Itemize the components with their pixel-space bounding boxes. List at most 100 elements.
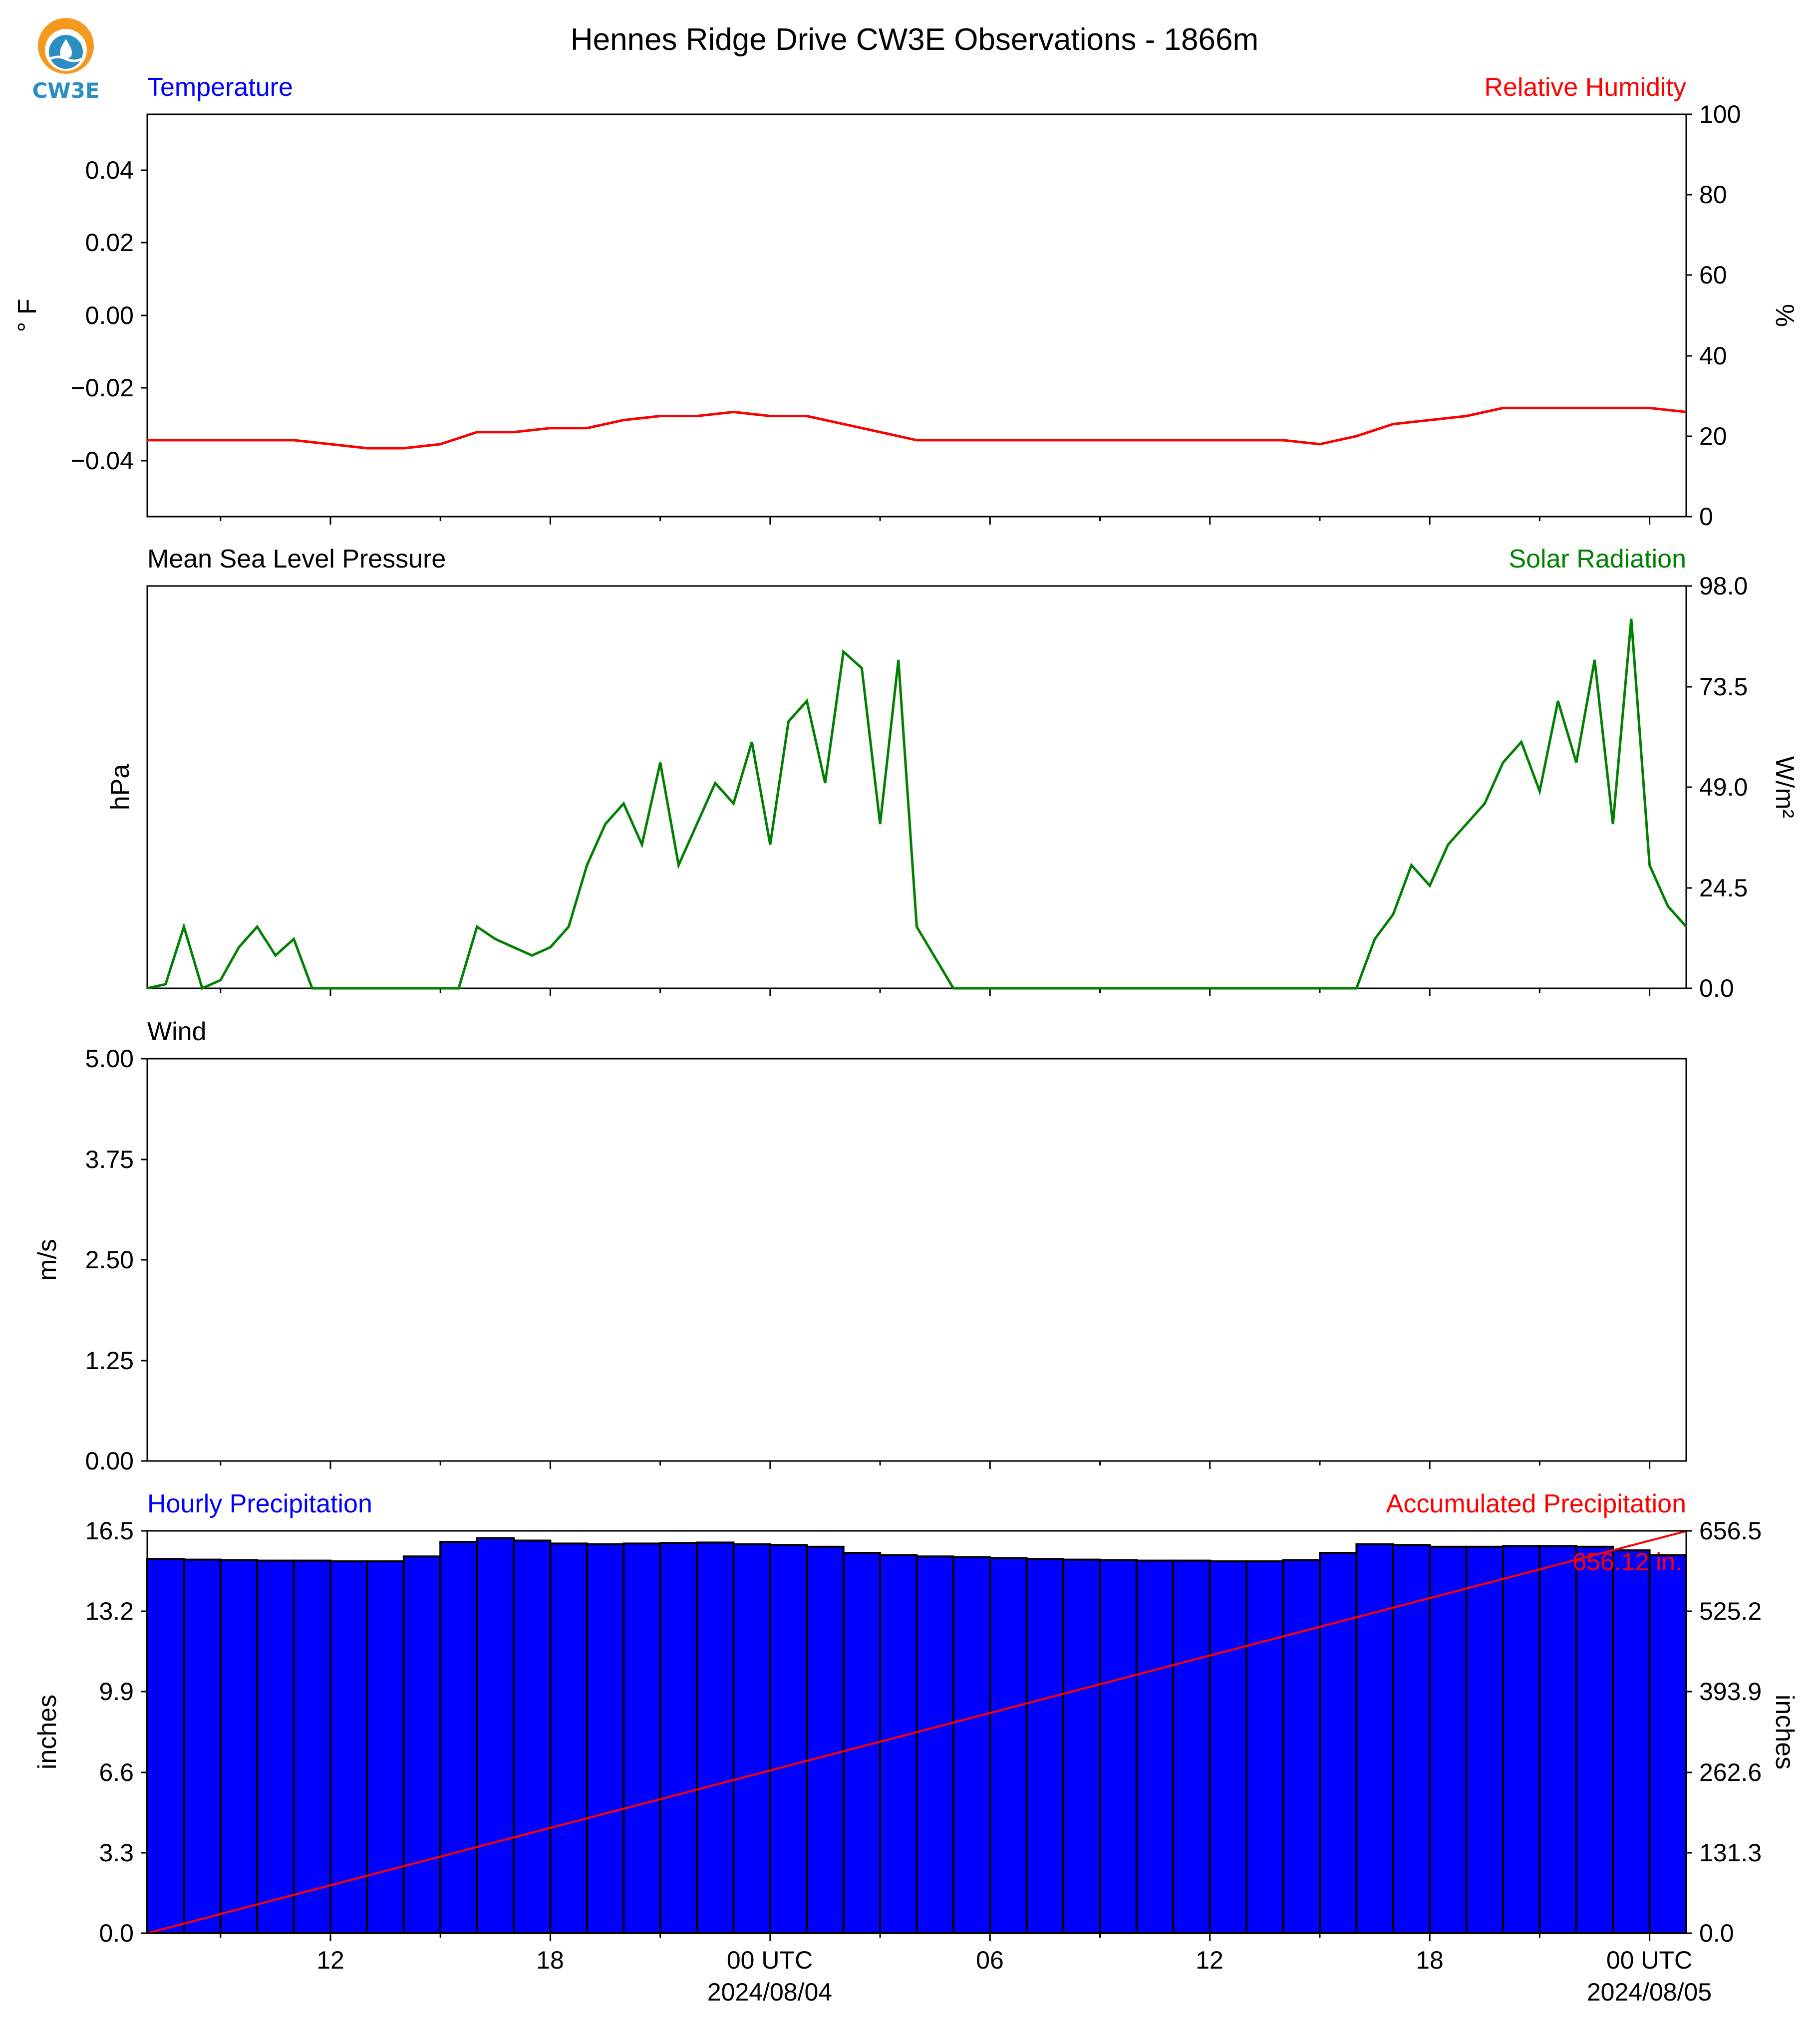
x-tick-label: 06 (976, 1946, 1004, 1974)
temperature-x-ticks (220, 517, 1651, 525)
accum-tick-label: 525.2 (1699, 1597, 1762, 1625)
wind-left-ticks: 5.00 3.75 2.50 1.25 0.00 (85, 1045, 147, 1475)
figure-title: Hennes Ridge Drive CW3E Observations - 1… (571, 22, 1258, 57)
hourly-precip-bar (1575, 1545, 1614, 1935)
wind-tick-label: 3.75 (85, 1146, 134, 1173)
hourly-precip-title: Hourly Precipitation (147, 1489, 372, 1518)
temperature-ylabel: ° F (13, 298, 42, 332)
accum-tick-label: 393.9 (1699, 1678, 1762, 1706)
accum-precip-title: Accumulated Precipitation (1386, 1489, 1686, 1518)
x-tick-label: 18 (1416, 1946, 1444, 1974)
wind-x-ticks (220, 1461, 1651, 1469)
temperature-left-ticks: 0.04 0.02 0.00 −0.02 −0.04 (70, 156, 147, 475)
hourly-precip-bar (549, 1542, 588, 1934)
hourly-precip-bars (146, 1537, 1688, 1935)
rh-tick-label: 100 (1699, 100, 1741, 128)
solar-tick-label: 0.0 (1699, 974, 1734, 1002)
hourly-precip-bar (183, 1558, 222, 1935)
hourly-precip-bar (1392, 1544, 1431, 1935)
pressure-ylabel: hPa (106, 764, 135, 811)
precip-tick-label: 3.3 (99, 1839, 134, 1867)
precip-tick-label: 9.9 (99, 1678, 134, 1706)
hourly-precip-bar (219, 1559, 259, 1935)
wind-tick-label: 5.00 (85, 1045, 134, 1073)
precip-tick-label: 13.2 (85, 1597, 134, 1625)
hourly-precip-bar (329, 1560, 368, 1935)
rh-tick-label: 40 (1699, 342, 1727, 370)
hourly-precip-bar (696, 1541, 735, 1934)
hourly-precip-bar (1355, 1543, 1394, 1934)
hourly-precip-bar (989, 1557, 1028, 1934)
hourly-precip-bar (1319, 1552, 1358, 1934)
hourly-precip-bar (586, 1543, 625, 1934)
x-tick-label: 00 UTC (1606, 1946, 1692, 1974)
solar-tick-label: 24.5 (1699, 874, 1748, 902)
wind-title: Wind (147, 1017, 206, 1046)
hourly-precip-bar (293, 1559, 331, 1935)
logo-wave-icon (49, 55, 83, 62)
hourly-precip-bar (366, 1560, 405, 1935)
solar-right-ticks: 98.0 73.5 49.0 24.5 0.0 (1686, 572, 1748, 1002)
accum-tick-label: 262.6 (1699, 1758, 1762, 1786)
hourly-precip-bar (659, 1542, 698, 1934)
precip-panel: Hourly Precipitation Accumulated Precipi… (33, 1489, 1799, 2006)
hourly-precip-bar (476, 1537, 515, 1934)
wind-ylabel: m/s (33, 1239, 62, 1281)
hourly-precip-bar (1099, 1559, 1138, 1935)
temperature-tick-label: 0.00 (85, 301, 134, 329)
hourly-precip-bar (1612, 1549, 1651, 1935)
temperature-title: Temperature (147, 73, 293, 102)
hourly-precip-bar (1538, 1545, 1577, 1935)
rh-right-ticks: 100 80 60 40 20 0 (1686, 100, 1741, 531)
solar-radiation-title: Solar Radiation (1509, 545, 1686, 574)
x-tick-label: 18 (536, 1946, 564, 1974)
hourly-precip-bar (732, 1543, 771, 1934)
temperature-tick-label: 0.02 (85, 229, 134, 257)
hourly-precip-bar (879, 1554, 918, 1935)
wind-tick-label: 1.25 (85, 1347, 134, 1375)
accum-tick-label: 656.5 (1699, 1517, 1762, 1545)
solar-tick-label: 98.0 (1699, 572, 1748, 600)
x-tick-label: 00 UTC (727, 1946, 813, 1974)
rh-tick-label: 0 (1699, 503, 1713, 531)
hourly-precip-bar (1172, 1559, 1211, 1935)
rh-ylabel: % (1770, 304, 1799, 327)
precip-left-ylabel: inches (33, 1695, 62, 1769)
precip-tick-label: 6.6 (99, 1758, 134, 1786)
wind-tick-label: 0.00 (85, 1447, 134, 1475)
rh-tick-label: 80 (1699, 181, 1727, 209)
temperature-tick-label: 0.04 (85, 156, 134, 184)
pressure-panel: Mean Sea Level Pressure Solar Radiation … (106, 545, 1799, 1002)
precip-right-ylabel: inches (1770, 1695, 1799, 1769)
accum-precip-line (147, 1530, 1687, 1934)
hourly-precip-bar (256, 1559, 295, 1935)
rh-tick-label: 60 (1699, 261, 1727, 289)
precip-right-ticks: 656.5 525.2 393.9 262.6 131.3 0.0 (1686, 1517, 1762, 1947)
x-tick-date: 2024/08/05 (1587, 1978, 1712, 2006)
temperature-tick-label: −0.02 (70, 374, 134, 402)
hourly-precip-bar (622, 1542, 661, 1934)
solar-series (147, 618, 1687, 990)
pressure-title: Mean Sea Level Pressure (147, 545, 446, 574)
hourly-precip-bar (402, 1555, 442, 1935)
wind-tick-label: 2.50 (85, 1246, 134, 1274)
hourly-precip-bar (806, 1545, 845, 1935)
precip-tick-label: 0.0 (99, 1919, 134, 1947)
solar-tick-label: 49.0 (1699, 773, 1748, 801)
solar-line (147, 618, 1687, 990)
accum-tick-label: 131.3 (1699, 1839, 1762, 1867)
hourly-precip-bar (1648, 1554, 1688, 1935)
hourly-precip-bar (769, 1544, 808, 1935)
temperature-panel: Temperature Relative Humidity 0.04 0.02 … (13, 73, 1799, 531)
relative-humidity-title: Relative Humidity (1484, 73, 1686, 102)
precip-tick-label: 16.5 (85, 1517, 134, 1545)
hourly-precip-bar (1135, 1559, 1175, 1935)
hourly-precip-bar (1245, 1560, 1284, 1935)
hourly-precip-bar (1209, 1560, 1248, 1935)
precip-x-tick-labels: 12 18 00 UTC 2024/08/04 06 12 18 00 UTC … (316, 1946, 1712, 2006)
wind-panel: Wind 5.00 3.75 2.50 1.25 0.00 m/s (33, 1017, 1687, 1475)
logo-text: CW3E (32, 78, 99, 103)
hourly-precip-bar (1465, 1545, 1505, 1935)
hourly-precip-bar (1502, 1545, 1541, 1935)
